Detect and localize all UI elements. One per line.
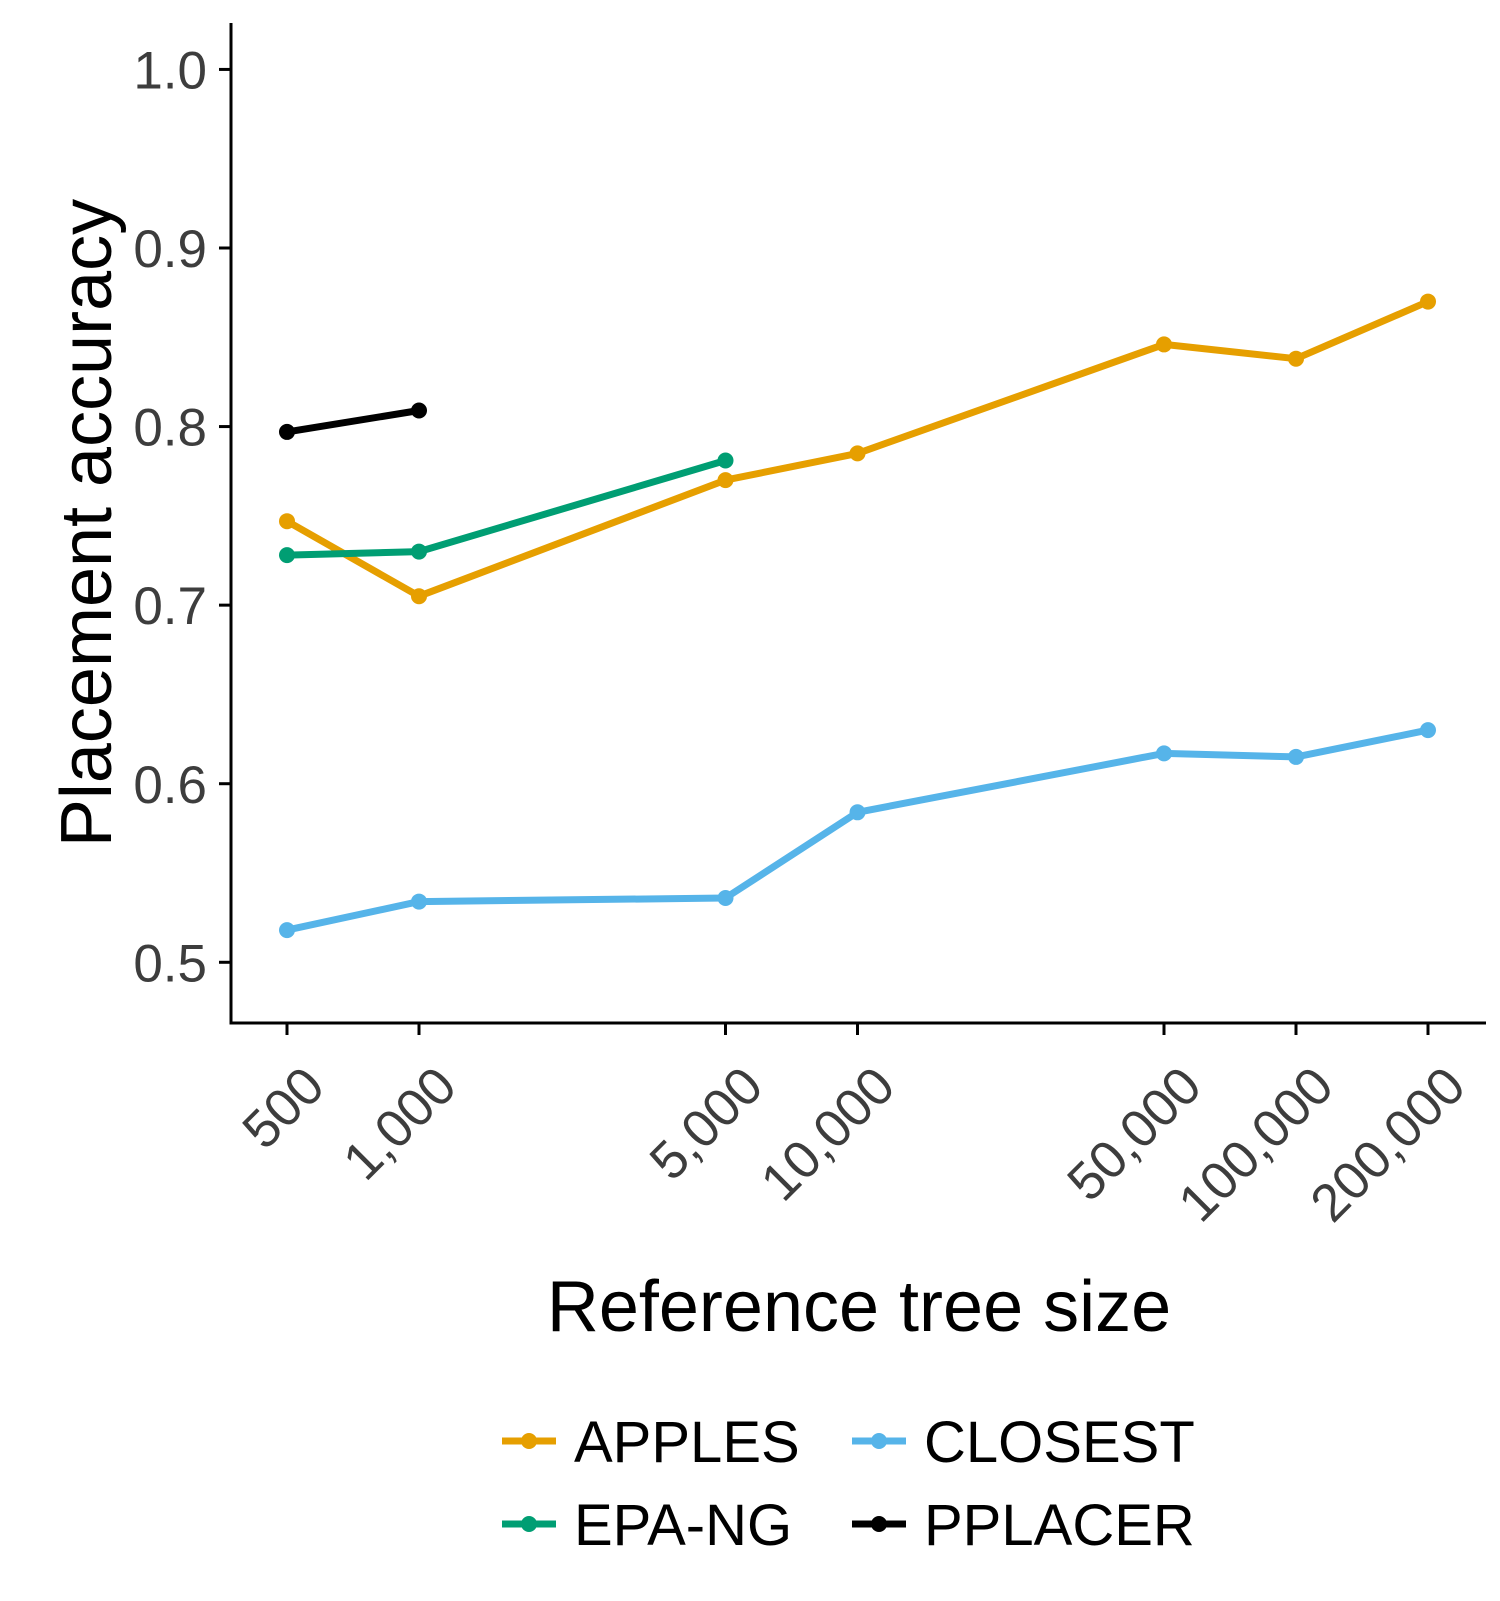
data-point [411, 543, 428, 560]
legend-item: CLOSEST [852, 1410, 1195, 1475]
legend-key-point [871, 1433, 887, 1449]
axes-layer [229, 23, 1486, 1025]
legend-item: APPLES [502, 1410, 800, 1475]
data-point [411, 893, 428, 910]
legend-key-point [871, 1516, 887, 1532]
data-point [411, 402, 428, 419]
x-axis-title: Reference tree size [547, 1267, 1171, 1347]
data-point [849, 445, 866, 462]
data-point [279, 423, 295, 440]
series-line [286, 407, 420, 436]
series-pplacer [279, 402, 428, 440]
data-point [279, 922, 295, 939]
legend-item: EPA-NG [502, 1493, 792, 1558]
data-point [411, 588, 428, 605]
y-tick-label: 1.0 [133, 42, 207, 101]
data-point [717, 452, 734, 469]
legend: APPLES CLOSEST EPA-NG PPLACER [502, 1410, 1195, 1558]
data-point [1155, 336, 1172, 353]
x-tick-label: 500 [231, 1056, 335, 1160]
series-epa-ng [279, 452, 734, 564]
series-layer [279, 293, 1436, 939]
y-tick-label: 0.6 [133, 756, 207, 815]
data-point [279, 513, 295, 530]
legend-label: PPLACER [924, 1493, 1195, 1558]
data-point [1287, 748, 1304, 765]
data-point [717, 472, 734, 489]
y-tick-label: 0.5 [133, 934, 207, 993]
data-point [279, 547, 295, 564]
series-closest [279, 722, 1436, 939]
data-point [717, 890, 734, 906]
legend-label: EPA-NG [574, 1493, 792, 1558]
data-point [1420, 722, 1436, 739]
legend-key-point [521, 1516, 537, 1532]
x-tick-label: 10,000 [750, 1056, 906, 1212]
x-tick-label: 1,000 [332, 1056, 468, 1192]
legend-item: PPLACER [852, 1493, 1195, 1558]
series-apples [279, 293, 1436, 605]
legend-label: APPLES [574, 1410, 800, 1475]
data-point [1420, 293, 1436, 310]
legend-key-point [521, 1433, 537, 1449]
legend-label: CLOSEST [924, 1410, 1195, 1475]
y-tick-label: 0.9 [133, 220, 207, 279]
data-point [1287, 350, 1304, 367]
data-point [1155, 745, 1172, 762]
y-axis-title: Placement accuracy [47, 199, 127, 847]
data-point [849, 804, 866, 821]
y-tick-label: 0.7 [133, 577, 207, 636]
series-line [286, 726, 1429, 934]
y-tick-label: 0.8 [133, 399, 207, 458]
